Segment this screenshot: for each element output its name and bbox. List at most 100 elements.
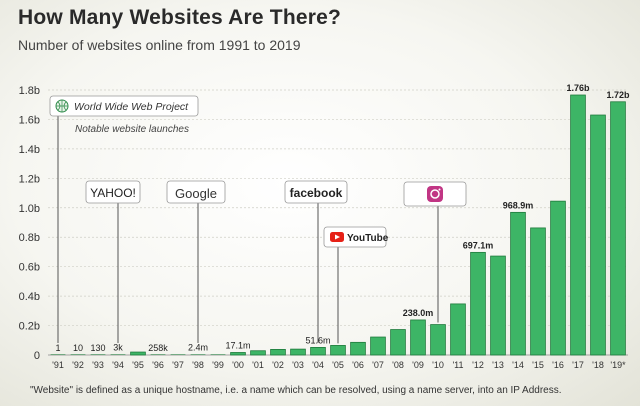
data-label: 17.1m [225,340,250,350]
bar-94 [110,354,126,355]
bar-96 [150,354,166,355]
x-tick-label: '03 [292,360,304,370]
bar-12 [470,251,486,356]
data-label: 258k [148,343,168,353]
x-tick-label: '15 [532,360,544,370]
bar-13 [490,255,506,356]
facebook-badge: facebook [284,180,348,204]
data-label: 238.0m [403,308,434,318]
x-tick-label: '17 [572,360,584,370]
bar-07 [370,336,386,356]
bar-15 [530,227,546,356]
x-tick-label: '08 [392,360,404,370]
x-tick-label: '92 [72,360,84,370]
data-label: 10 [73,343,83,353]
bar-02 [270,349,286,356]
bar-04 [310,347,326,356]
data-label: 51.6m [305,335,330,345]
bar-92 [70,354,86,355]
x-tick-label: '10 [432,360,444,370]
facebook-label: facebook [290,186,343,200]
label-layer: 0 0.2b 0.4b 0.6b 0.8b 1.0b 1.2b 1.4b 1.6b 1.8b '91… [19,83,630,370]
bar-03 [290,348,306,356]
instagram-badge [403,181,467,207]
bar-06 [350,341,366,356]
y-tick-label: 1.2b [19,173,40,185]
x-tick-label: '18 [592,360,604,370]
data-label: 1 [55,343,60,353]
bar-01 [250,350,266,356]
x-tick-label: '99 [212,360,224,370]
launch-note: Notable website launches [75,124,189,135]
bar-17 [570,94,586,356]
bar-18 [590,114,606,356]
x-tick-label: '00 [232,360,244,370]
chart-subtitle: Number of websites online from 1991 to 2… [18,37,301,53]
data-label: 2.4m [188,343,208,353]
data-label: 968.9m [503,200,534,210]
www-label: World Wide Web Project [74,101,189,113]
bar-14 [510,211,526,356]
yahoo-label: YAHOO! [90,186,136,200]
youtube-label: YouTube [347,233,389,244]
x-tick-label: '97 [172,360,184,370]
google-label: Google [175,186,217,201]
bar-layer [50,94,626,356]
x-tick-label: '04 [312,360,324,370]
bar-10 [430,324,446,356]
x-tick-label: '02 [272,360,284,370]
x-tick-label: '96 [152,360,164,370]
x-tick-label: '01 [252,360,264,370]
google-badge: Google [166,180,226,204]
data-label: 1.72b [606,90,630,100]
y-tick-label: 0.8b [19,232,40,244]
data-label: 697.1m [463,240,494,250]
bar-91 [50,354,66,355]
x-tick-label: '12 [472,360,484,370]
data-label: 1.76b [566,83,590,93]
x-tick-label: '98 [192,360,204,370]
x-tick-label: '06 [352,360,364,370]
bar-09 [410,319,426,356]
x-tick-label: '94 [112,360,124,370]
x-tick-label: '07 [372,360,384,370]
bar-chart: 0 0.2b 0.4b 0.6b 0.8b 1.0b 1.2b 1.4b 1.6b 1.8b '91… [19,83,630,370]
y-tick-label: 1.8b [19,85,40,97]
data-label: 130 [90,343,105,353]
x-tick-label: '13 [492,360,504,370]
bar-97 [170,354,186,355]
y-tick-label: 0.2b [19,321,40,333]
bar-08 [390,329,406,356]
data-label: 3k [113,343,123,353]
x-tick-label: '91 [52,360,64,370]
x-tick-label: '16 [552,360,564,370]
y-tick-label: 1.4b [19,144,40,156]
bar-93 [90,354,106,355]
instagram-icon [427,186,443,202]
leader-layer [57,116,439,344]
x-tick-label: '05 [332,360,344,370]
www-badge: World Wide Web Project [49,95,199,117]
bar-95 [130,351,146,356]
y-tick-label: 0.4b [19,291,40,303]
bar-19 [610,101,626,356]
y-tick-label: 0 [34,350,40,362]
yahoo-badge: YAHOO! [85,180,141,204]
chart-title: How Many Websites Are There? [18,6,342,29]
x-tick-label: '14 [512,360,524,370]
x-tick-label: '09 [412,360,424,370]
y-tick-label: 1.0b [19,203,40,215]
y-tick-label: 1.6b [19,114,40,126]
x-tick-label: '95 [132,360,144,370]
bar-00 [230,352,246,356]
youtube-badge: YouTube [323,226,389,248]
bar-11 [450,303,466,356]
bar-16 [550,200,566,356]
x-tick-label: '93 [92,360,104,370]
bar-99 [210,354,226,355]
x-tick-label: '11 [452,360,463,370]
y-tick-label: 0.6b [19,262,40,274]
bar-05 [330,345,346,356]
bar-98 [190,354,206,355]
x-tick-label: '19* [610,360,626,370]
